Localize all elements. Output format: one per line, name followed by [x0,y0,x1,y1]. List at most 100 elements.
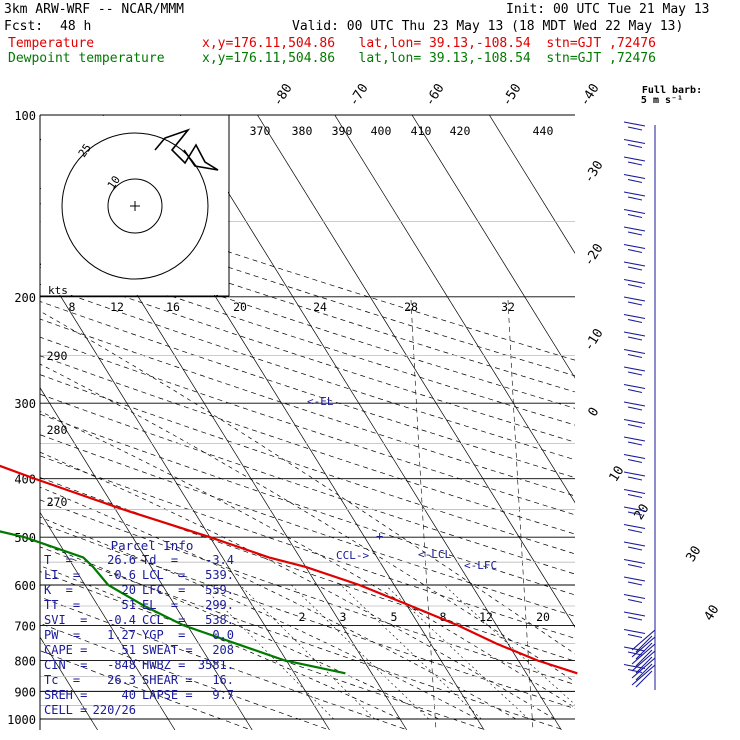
parcel-info-cell: YGP = 0.0 [142,628,240,643]
wind-barb-stroke [623,523,646,534]
wind-speed-tick-label: 20 [233,300,247,314]
parcel-info-cell: Tc = 26.3 [44,673,142,688]
theta-label: 410 [411,124,432,138]
parcel-info-rows: T = 26.6 Td = -3.4 LI = -0.6 LCL = 539. K = 20 LFC… [44,553,240,718]
wind-barb [623,436,646,446]
pressure-tick-label: 200 [14,291,36,305]
dry-adiabat [40,301,575,478]
mixing-ratio-line [239,584,375,720]
wind-barb [623,226,646,236]
parcel-info-key: SVI = [44,613,88,627]
pressure-tick-label: 700 [14,619,36,633]
wind-speed-tick-label: 16 [166,300,180,314]
wind-speed-tick-label: 8 [69,300,76,314]
isotherm-label: -20 [581,241,606,269]
dry-adiabat [40,434,575,617]
parcel-info-row: PW = 1.27 YGP = 0.0 [44,628,240,643]
wind-barb-stroke [623,646,646,656]
mixing-ratio-label: 2 [299,610,306,624]
wind-barb-low [631,643,656,667]
parcel-info-key: SWEAT = [142,643,193,657]
wind-speed-unit-label: kts [48,284,68,297]
dewpoint-legend-info: x,y=176.11,504.86 lat,lon= 39.13,-108.54… [202,51,656,66]
parcel-info-row: K = 20 LFC = 559. [44,583,240,598]
parcel-info-row: LI = -0.6 LCL = 539. [44,568,240,583]
parcel-info-cell: HWBZ = 3581. [142,658,240,673]
isotherm-label: -60 [422,81,447,109]
wind-barb-stroke [623,383,646,394]
mixing-ratio-line [290,584,430,720]
parcel-info-value [184,703,234,718]
wind-barbs [623,121,656,690]
wind-barb [623,453,646,464]
wind-barb-stroke [623,348,646,359]
isotherm-label: -50 [499,81,524,109]
pressure-tick-label: 1000 [7,713,36,727]
hodograph-ring [61,132,209,280]
wind-barb [623,383,646,394]
isobars [39,114,575,730]
parcel-info-cell: Td = -3.4 [142,553,240,568]
wind-barb-stroke [623,436,646,446]
wind-barb [623,138,646,149]
theta-label: 370 [250,124,271,138]
theta-label: 390 [332,124,353,138]
model-title: 3km ARW-WRF -- NCAR/MMM [4,2,185,17]
mixing-ratio-line [201,584,334,720]
isotherm-label: -80 [270,81,295,109]
parcel-info-value: 0.0 [212,628,234,642]
parcel-info-key: TT = [44,598,81,612]
wind-barb [623,506,646,516]
isotherm-label: -30 [581,158,606,186]
wind-barb-stroke [623,121,646,131]
wind-barb-stroke [623,226,646,236]
wind-barb-stroke [623,611,646,621]
hodograph-ring-label: 10 [105,173,123,191]
theta-label: 270 [47,495,68,509]
pressure-tick-label: 600 [14,579,36,593]
theta-label: 380 [292,124,313,138]
dry-adiabat [40,522,575,709]
moist-adiabat [40,516,478,720]
parcel-info-value: 299. [205,598,234,612]
wind-speed-tick-label: 24 [313,300,327,314]
parcel-info-value: -848 [107,658,136,672]
parcel-info-key: LCL = [142,568,186,582]
parcel-info-key: SREH = [44,688,88,702]
parcel-info-key: Td = [142,553,179,567]
wind-barb [623,208,646,219]
wind-barb [623,628,646,639]
pressure-tick-label: 100 [14,109,36,123]
isotherm-line [40,262,330,730]
pressure-tick-label: 800 [14,654,36,668]
parcel-info-value: 16. [212,673,234,687]
wind-barb-stroke [623,331,646,341]
parcel-info-cell: EL = 299. [142,598,240,613]
wind-speed-tick-label: 28 [404,300,418,314]
parcel-info-value: 208 [212,643,234,657]
wind-barb [623,121,646,131]
parcel-info-value: 26.3 [107,673,136,687]
isotherm-line [0,115,20,730]
wind-barb-stroke [623,628,646,639]
wind-barb-low [631,657,656,681]
parcel-info-value: 559. [205,583,234,597]
parcel-info-value: -3.4 [205,553,234,567]
annotation-label: <-LFC [464,559,497,572]
dry-adiabat [40,318,575,497]
wind-barb [623,191,646,201]
wind-barb-stroke [623,138,646,149]
wind-barb [623,156,646,166]
isotherm-line [334,115,575,504]
wind-barb [623,313,646,324]
wind-barb [623,611,646,621]
parcel-info-key: EL = [142,598,179,612]
pressure-tick-label: 300 [14,397,36,411]
parcel-info-cell: CCL = 538. [142,613,240,628]
parcel-info-value: 220/26 [92,703,136,717]
parcel-info-cell [142,703,240,718]
wind-barb-low [631,629,656,653]
dry-adiabat [40,455,575,639]
wind-barb [623,366,646,376]
wind-barb [623,646,646,656]
